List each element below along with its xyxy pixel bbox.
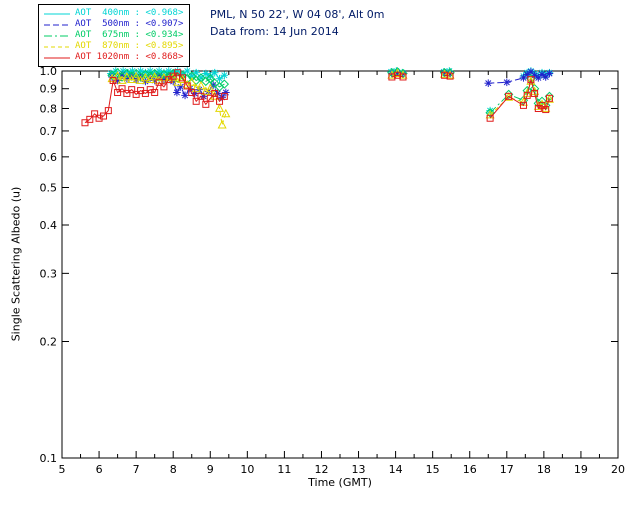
legend-line-sample	[44, 24, 70, 25]
legend-line-sample	[44, 46, 70, 47]
x-tick-label: 13	[352, 463, 366, 476]
series-line	[84, 72, 225, 124]
data-date: Data from: 14 Jun 2014	[210, 25, 339, 38]
y-tick-label: 0.9	[40, 83, 58, 96]
x-tick-label: 17	[500, 463, 514, 476]
x-tick-label: 8	[170, 463, 177, 476]
y-tick-label: 0.1	[40, 452, 58, 465]
x-tick-label: 7	[133, 463, 140, 476]
series-aot-1020nm	[81, 69, 553, 127]
y-tick-label: 0.3	[40, 267, 58, 280]
x-tick-label: 6	[96, 463, 103, 476]
legend-line-sample	[44, 57, 70, 58]
legend-item: AOT 500nm : <0.907>	[43, 19, 183, 30]
x-tick-label: 15	[426, 463, 440, 476]
header: PML, N 50 22', W 04 08', Alt 0m Data fro…	[210, 6, 384, 40]
x-tick-label: 20	[611, 463, 625, 476]
y-tick-label: 1.0	[40, 65, 58, 78]
x-tick-label: 5	[59, 463, 66, 476]
y-axis-label: Single Scattering Albedo (u)	[9, 186, 23, 342]
series-line	[391, 74, 404, 78]
y-tick-label: 0.7	[40, 125, 58, 138]
site-location: PML, N 50 22', W 04 08', Alt 0m	[210, 8, 385, 21]
legend-item: AOT 1020nm : <0.868>	[43, 52, 183, 63]
y-tick-label: 0.5	[40, 181, 58, 194]
legend-item: AOT 870nm : <0.895>	[43, 41, 183, 52]
x-tick-label: 14	[389, 463, 403, 476]
y-tick-label: 0.2	[40, 336, 58, 349]
tick-labels: 5 6 7 8 9 10 11 12 13 14 15 16 17 18 19 20 1.0 0.9 0.8 0.7 0…	[40, 65, 626, 476]
legend-label: AOT 500nm : <0.907>	[75, 19, 184, 29]
x-tick-label: 19	[574, 463, 588, 476]
y-tick-label: 0.6	[40, 151, 58, 164]
series-aot-870nm	[107, 68, 554, 129]
axes	[61, 70, 619, 459]
x-tick-label: 12	[314, 463, 328, 476]
tick-marks	[61, 70, 619, 459]
legend-line-sample	[44, 35, 70, 36]
legend-label: AOT 870nm : <0.895>	[75, 41, 184, 51]
legend-item: AOT 400nm : <0.968>	[43, 8, 183, 19]
legend-box: AOT 400nm : <0.968> AOT 500nm : <0.907> AO…	[38, 4, 191, 67]
x-tick-label: 18	[537, 463, 551, 476]
plot-frame	[61, 70, 619, 459]
legend-item: AOT 675nm : <0.934>	[43, 30, 183, 41]
y-tick-label: 0.8	[40, 103, 58, 116]
x-axis-label: Time (GMT)	[308, 476, 372, 489]
series-aot-400nm	[107, 67, 554, 115]
x-tick-label: 16	[463, 463, 477, 476]
x-tick-label: 10	[240, 463, 254, 476]
legend-label: AOT 675nm : <0.934>	[75, 30, 184, 40]
legend-label: AOT 400nm : <0.968>	[75, 8, 184, 18]
series-line	[489, 79, 550, 119]
x-tick-label: 11	[277, 463, 291, 476]
x-tick-label: 9	[207, 463, 214, 476]
legend-label: AOT 1020nm : <0.868>	[75, 52, 184, 62]
y-tick-label: 0.4	[40, 219, 58, 232]
legend-line-sample	[44, 13, 70, 14]
